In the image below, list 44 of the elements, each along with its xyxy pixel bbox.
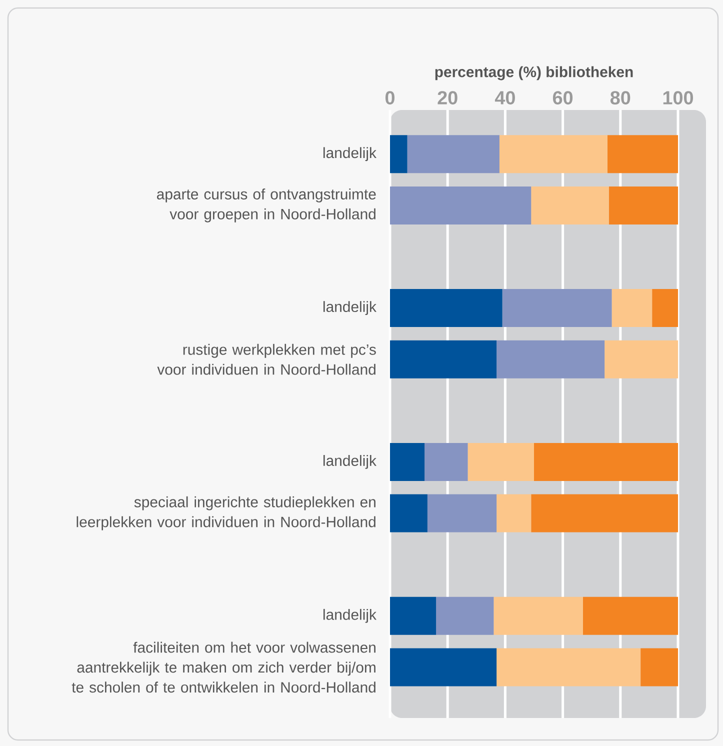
x-tick-label: 40 <box>494 91 515 104</box>
bar <box>612 289 652 328</box>
x-tick-label: 100 <box>663 91 694 104</box>
bar <box>496 494 532 532</box>
bar <box>390 186 532 224</box>
bar <box>390 135 408 174</box>
bar <box>436 596 494 635</box>
y-tick-label: speciaal ingerichte studieplekken en leerplekken voor individuen in Noord-Holland <box>76 496 376 530</box>
bar <box>407 135 500 174</box>
bar <box>582 596 678 635</box>
y-tick-label: landelijk <box>323 147 376 162</box>
y-tick-label: faciliteiten om het voor volwassenen aantrekkelijk te maken om zich verder bij/om te scholen of te ontwikkelen in Noord-Holland <box>72 642 376 693</box>
y-tick-label: landelijk <box>323 455 376 469</box>
bar <box>640 648 678 686</box>
x-tick-label: 20 <box>438 91 458 104</box>
bar <box>496 340 605 378</box>
bar <box>494 596 583 635</box>
x-axis-title: percentage (%) bibliotheken <box>435 66 633 80</box>
x-tick-label: 0 <box>385 91 394 104</box>
bar <box>468 442 534 481</box>
bar <box>390 442 425 481</box>
y-tick-label: landelijk <box>323 608 376 623</box>
bar <box>534 442 678 481</box>
bar <box>496 648 641 686</box>
bar <box>390 494 428 532</box>
bar <box>427 494 497 532</box>
bar <box>531 494 678 532</box>
x-tick-label: 80 <box>610 91 630 104</box>
bar <box>424 442 468 481</box>
bar <box>531 186 609 224</box>
bar <box>390 648 497 686</box>
bar <box>499 135 608 174</box>
bar <box>390 596 436 635</box>
bar <box>652 289 678 328</box>
bar <box>502 289 612 328</box>
y-tick-label: rustige werkplekken met pc’s voor individuen in Noord-Holland <box>157 344 376 375</box>
x-tick-label: 60 <box>552 91 573 104</box>
y-tick-label: aparte cursus of ontvangstruimte voor groepen in Noord-Holland <box>157 188 376 222</box>
bar <box>607 135 678 174</box>
y-tick-label: landelijk <box>323 301 376 316</box>
bar <box>604 340 678 378</box>
bar <box>390 289 502 328</box>
bar <box>390 340 497 378</box>
bar <box>608 186 678 224</box>
